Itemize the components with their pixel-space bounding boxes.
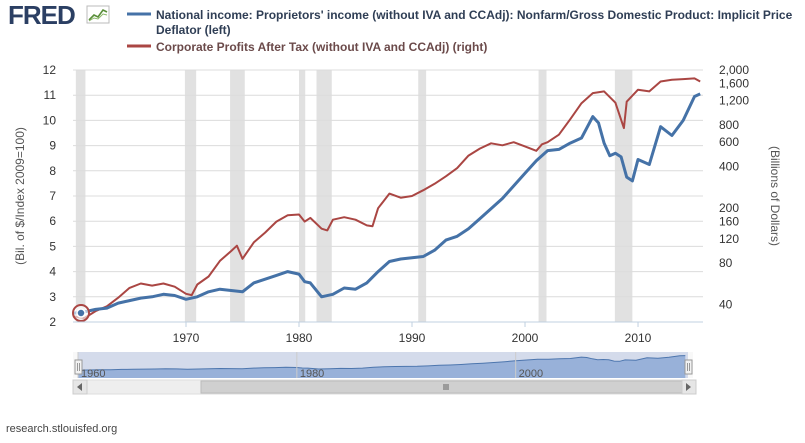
- y-axis-left-title: (Bil. of $/Index 2009=100): [13, 127, 27, 265]
- x-tick-label: 1990: [399, 331, 426, 345]
- y-left-tick-label: 4: [49, 265, 56, 279]
- navigator-area: [78, 355, 686, 378]
- y-left-tick-label: 2: [49, 315, 56, 329]
- y-right-tick-label: 600: [719, 135, 739, 149]
- navigator-selection: [78, 352, 688, 378]
- fred-logo[interactable]: FRED: [8, 0, 110, 30]
- x-axis-ticks: 1970 1980 1990 2000 2010: [173, 322, 652, 345]
- y-left-tick-label: 6: [49, 214, 56, 228]
- series-line-corporate-profits[interactable]: [72, 77, 701, 320]
- footer-source[interactable]: research.stlouisfed.org: [6, 423, 117, 435]
- x-tick-label: 2000: [512, 331, 539, 345]
- legend-label-right: Corporate Profits After Tax (without IVA…: [156, 40, 487, 54]
- y-right-tick-label: 400: [719, 160, 739, 174]
- navigator-tick-label: 2000: [519, 368, 543, 380]
- scrollbar[interactable]: [72, 379, 697, 395]
- navigator-tick-label: 1960: [81, 368, 105, 380]
- navigator-line: [77, 355, 686, 371]
- y-right-tick-label: 80: [719, 256, 733, 270]
- x-tick-label: 1970: [173, 331, 200, 345]
- gridlines: [73, 69, 703, 298]
- navigator-tick-label: 1980: [300, 368, 324, 380]
- y-right-tick-label: 2,000: [719, 63, 749, 77]
- series-layer: [72, 77, 701, 320]
- legend-item-left-series[interactable]: National income: Proprietors' income (wi…: [127, 8, 793, 37]
- navigator-handle-left[interactable]: [74, 359, 83, 375]
- navigator-handle-right[interactable]: [684, 359, 693, 375]
- x-tick-label: 1980: [286, 331, 313, 345]
- y-axis-right-title: (Billions of Dollars): [768, 146, 782, 246]
- y-left-tick-label: 12: [43, 63, 57, 77]
- y-left-tick-label: 11: [44, 88, 57, 102]
- y-right-tick-label: 120: [719, 232, 739, 246]
- y-right-tick-label: 160: [719, 215, 739, 229]
- y-right-tick-label: 1,600: [719, 76, 749, 90]
- y-left-tick-label: 7: [49, 189, 56, 203]
- navigator[interactable]: 1960 1980 2000: [73, 352, 693, 380]
- y-left-tick-label: 9: [49, 139, 56, 153]
- scrollbar-thumb[interactable]: [200, 380, 692, 394]
- legend-item-right-series[interactable]: Corporate Profits After Tax (without IVA…: [127, 40, 487, 54]
- x-tick-label: 2010: [625, 331, 652, 345]
- fred-logo-graph-icon: [86, 5, 110, 24]
- y-left-tick-label: 5: [49, 239, 56, 253]
- y-axis-left-ticks: 2 3 4 5 6 7 8 9 10 11 12: [43, 63, 57, 329]
- y-left-tick-label: 10: [43, 113, 57, 127]
- navigator-ticks: 1960 1980 2000: [77, 352, 543, 380]
- legend-label-left-line1: National income: Proprietors' income (wi…: [156, 8, 793, 22]
- series-line-proprietors-income[interactable]: [72, 92, 701, 315]
- y-right-tick-label: 40: [719, 298, 733, 312]
- fred-logo-text: FRED: [8, 0, 75, 30]
- y-right-tick-label: 200: [719, 201, 739, 215]
- scrollbar-left-arrow[interactable]: [72, 379, 88, 395]
- y-right-tick-label: 1,200: [719, 94, 749, 108]
- y-right-tick-label: 800: [719, 118, 739, 132]
- legend: National income: Proprietors' income (wi…: [127, 8, 793, 54]
- legend-label-left-line2: Deflator (left): [156, 23, 231, 37]
- start-marker-inner: [76, 308, 86, 318]
- series-start-marker[interactable]: [72, 304, 90, 322]
- y-left-tick-label: 8: [49, 164, 56, 178]
- y-left-tick-label: 3: [49, 290, 56, 304]
- scrollbar-right-arrow[interactable]: [681, 379, 697, 395]
